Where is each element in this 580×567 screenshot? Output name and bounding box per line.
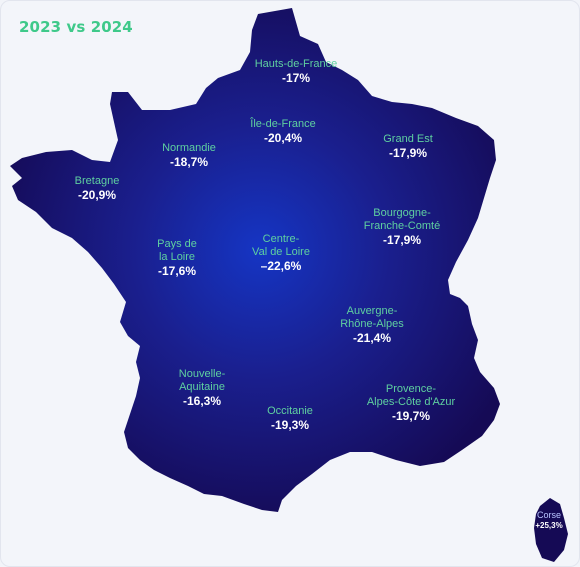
region-value: -16,3% xyxy=(182,394,222,409)
region-label-provence-alpes-cote-dazur: Provence- Alpes-Côte d'Azur -19,7% xyxy=(367,383,455,424)
region-label-centre-val-de-loire: Centre- Val de Loire –22,6% xyxy=(252,233,310,274)
region-name-line2: Val de Loire xyxy=(252,246,310,259)
region-name-line1: Bourgogne- xyxy=(373,207,431,219)
region-value: -20,4% xyxy=(263,131,303,146)
region-name: Île-de-France xyxy=(250,118,316,130)
region-value: -19,3% xyxy=(270,418,310,433)
region-name-line1: Pays de xyxy=(157,238,197,250)
region-name: Grand Est xyxy=(383,133,433,145)
region-name-line1: Nouvelle- xyxy=(178,368,226,380)
region-label-ile-de-france: Île-de-France -20,4% xyxy=(250,118,315,146)
region-value: -19,7% xyxy=(391,409,431,424)
region-label-corse: Corse +25,3% xyxy=(535,510,562,530)
region-name-line1: Centre- xyxy=(262,233,300,245)
region-value: -17% xyxy=(281,71,311,86)
region-label-nouvelle-aquitaine: Nouvelle- Aquitaine -16,3% xyxy=(179,368,225,409)
region-label-bourgogne-franche-comte: Bourgogne- Franche-Comté -17,9% xyxy=(364,207,440,248)
region-name: Occitanie xyxy=(267,405,313,417)
mainland-france-shape xyxy=(10,8,500,512)
chart-title: 2023 vs 2024 xyxy=(19,18,133,36)
region-label-hauts-de-france: Hauts-de-France -17% xyxy=(255,58,338,86)
region-name: Bretagne xyxy=(74,175,120,187)
region-value: -20,9% xyxy=(77,188,117,203)
region-name: Corse xyxy=(536,510,562,520)
corse-shape xyxy=(534,498,568,562)
region-name-line1: Provence- xyxy=(385,383,437,395)
region-label-auvergne-rhone-alpes: Auvergne- Rhône-Alpes -21,4% xyxy=(340,305,404,346)
region-label-grand-est: Grand Est -17,9% xyxy=(383,133,433,161)
region-name-line2: Alpes-Côte d'Azur xyxy=(366,396,456,409)
region-value: –22,6% xyxy=(260,259,302,274)
region-value: -17,6% xyxy=(157,264,197,279)
region-name-line2: Franche-Comté xyxy=(363,220,441,233)
region-name-line2: la Loire xyxy=(158,251,196,264)
region-name: Normandie xyxy=(162,142,216,154)
region-name: Hauts-de-France xyxy=(254,58,338,70)
region-name-line2: Aquitaine xyxy=(179,381,225,394)
region-label-pays-de-la-loire: Pays de la Loire -17,6% xyxy=(157,238,197,279)
region-name-line2: Rhône-Alpes xyxy=(340,318,404,331)
region-label-occitanie: Occitanie -19,3% xyxy=(267,405,313,433)
region-value: -18,7% xyxy=(169,155,209,170)
region-label-bretagne: Bretagne -20,9% xyxy=(75,175,120,203)
region-value: -17,9% xyxy=(382,233,422,248)
region-label-normandie: Normandie -18,7% xyxy=(162,142,216,170)
region-value: +25,3% xyxy=(535,520,563,530)
region-value: -21,4% xyxy=(352,331,392,346)
region-value: -17,9% xyxy=(388,146,428,161)
region-name-line1: Auvergne- xyxy=(346,305,398,317)
